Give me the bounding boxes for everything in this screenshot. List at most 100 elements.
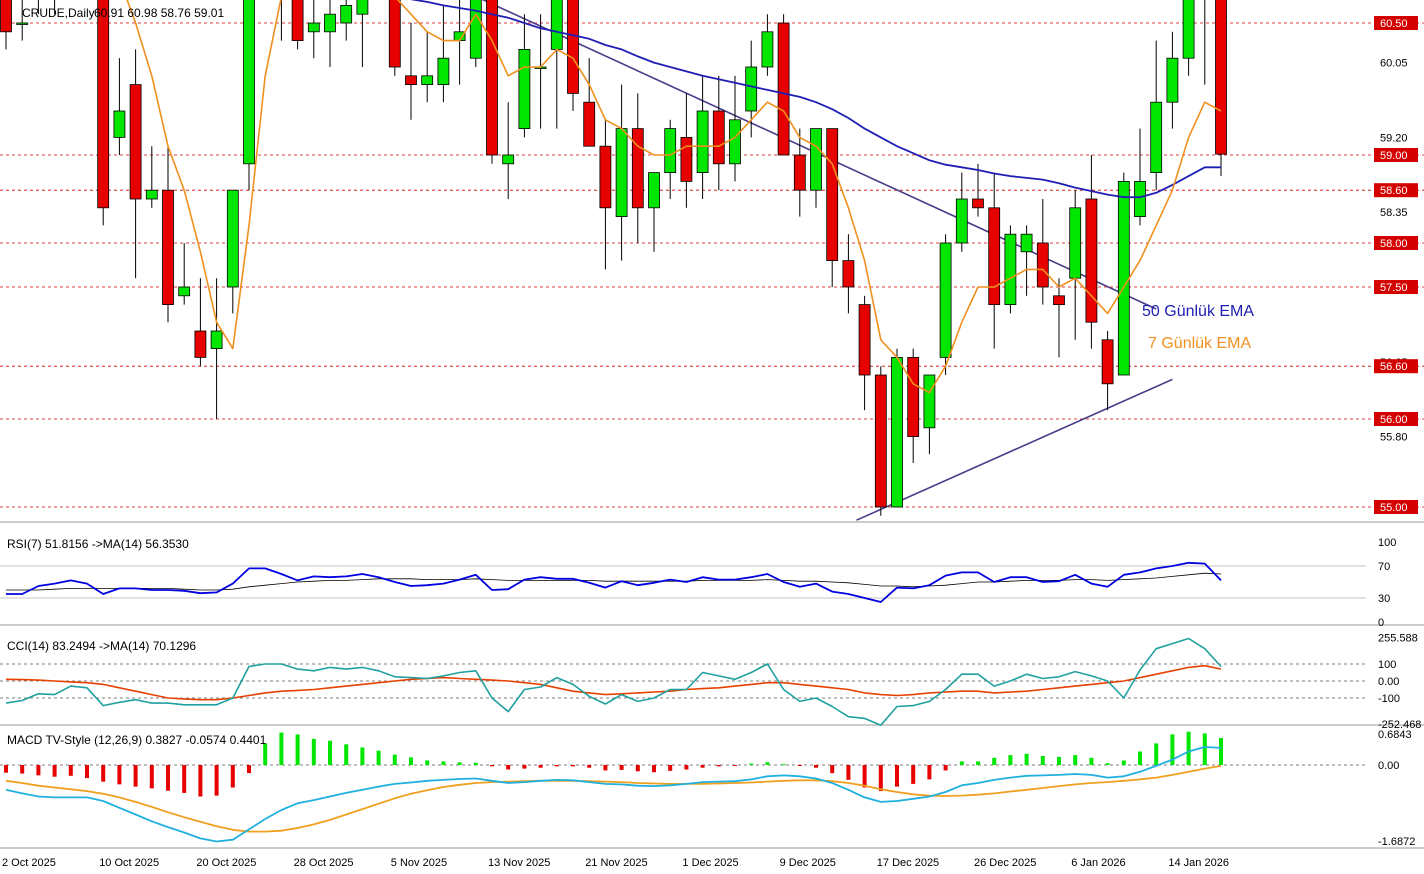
- macd-histogram-bar: [765, 762, 770, 765]
- bearish-candle: [712, 110, 725, 165]
- bearish-candle: [858, 304, 871, 376]
- rsi-title: RSI(7) 51.8156 ->MA(14) 56.3530: [7, 537, 189, 551]
- date-tick-label: 13 Nov 2025: [488, 857, 550, 869]
- rsi-tick-label: 0: [1378, 617, 1384, 629]
- bearish-candle: [291, 0, 304, 42]
- ohlc-readout: 60.91 60.98 58.76 59.01: [94, 6, 224, 20]
- bearish-candle: [793, 154, 806, 191]
- bullish-candle: [664, 128, 677, 174]
- macd-histogram-bar: [797, 765, 802, 766]
- macd-histogram-bar: [992, 757, 997, 765]
- macd-histogram-bar: [830, 765, 835, 774]
- bullish-candle: [1150, 101, 1163, 173]
- rsi-tick-label: 100: [1378, 537, 1396, 549]
- bullish-candle: [1117, 180, 1130, 376]
- macd-histogram-bar: [635, 765, 640, 772]
- ema50-annotation: 50 Günlük EMA: [1142, 303, 1254, 320]
- macd-histogram-bar: [344, 744, 349, 765]
- macd-histogram-bar: [700, 765, 705, 768]
- price-tick-label: 55.80: [1380, 432, 1408, 444]
- macd-histogram-bar: [1138, 751, 1142, 765]
- macd-histogram-bar: [1202, 733, 1207, 765]
- date-tick-label: 2 Oct 2025: [2, 857, 56, 869]
- macd-histogram-bar: [52, 765, 57, 777]
- price-pane[interactable]: 62.6061.7560.9060.0559.2058.3557.5056.65…: [0, 0, 1424, 523]
- cci-ma-line: [5, 664, 1222, 701]
- bearish-candle: [1101, 339, 1114, 385]
- bullish-candle: [16, 22, 29, 25]
- macd-histogram-bar: [441, 761, 446, 765]
- macd-histogram-bar: [68, 765, 73, 776]
- macd-histogram-bar: [1121, 760, 1126, 765]
- price-tick-label: 58.35: [1380, 207, 1408, 219]
- cci-pane[interactable]: 255.588 100 0.00 -100 -252.468: [0, 633, 1424, 731]
- level-price-tag: [1374, 500, 1418, 514]
- macd-histogram-bar: [506, 765, 511, 770]
- macd-histogram-bar: [1219, 738, 1223, 765]
- macd-histogram-bar: [781, 764, 786, 766]
- date-tick-label: 26 Dec 2025: [974, 857, 1036, 869]
- macd-histogram-bar: [392, 754, 397, 765]
- bullish-candle: [324, 13, 336, 33]
- macd-histogram-bar: [878, 765, 883, 792]
- macd-histogram-bar: [133, 765, 138, 787]
- macd-histogram-bar: [684, 765, 689, 770]
- bullish-candle: [307, 22, 320, 33]
- macd-histogram-bar: [619, 765, 624, 770]
- bearish-candle: [194, 330, 207, 358]
- bullish-candle: [518, 49, 531, 129]
- bearish-candle: [97, 0, 110, 209]
- date-tick-label: 28 Oct 2025: [294, 857, 354, 869]
- rsi-tick-label: 70: [1378, 561, 1390, 573]
- rsi-line: [6, 561, 1222, 603]
- macd-histogram-bar: [4, 765, 8, 773]
- bullish-candle: [810, 128, 822, 191]
- bearish-candle: [826, 128, 839, 262]
- macd-histogram-bar: [117, 765, 122, 785]
- bearish-candle: [972, 198, 984, 209]
- date-tick-label: 21 Nov 2025: [585, 857, 647, 869]
- bearish-candle: [1085, 198, 1098, 323]
- macd-histogram-bar: [1170, 734, 1175, 765]
- bullish-candle: [502, 154, 515, 165]
- macd-histogram-bar: [895, 765, 899, 787]
- cci-tick-label: 100: [1378, 659, 1396, 671]
- macd-histogram-bar: [360, 747, 365, 765]
- macd-histogram-bar: [538, 765, 543, 768]
- bullish-candle: [226, 189, 239, 288]
- cci-tick-label: 0.00: [1378, 676, 1399, 688]
- rsi-ma-line: [6, 572, 1222, 591]
- date-tick-label: 9 Dec 2025: [780, 857, 836, 869]
- trendline: [856, 378, 1173, 521]
- level-price-tag: [1374, 183, 1418, 198]
- macd-histogram-bar: [959, 761, 964, 765]
- bullish-candle: [1134, 180, 1146, 217]
- bullish-candle: [615, 128, 628, 218]
- level-price-tag: [1374, 412, 1418, 426]
- rsi-pane[interactable]: 100 70 30 0: [0, 537, 1424, 629]
- bearish-candle: [1036, 242, 1049, 288]
- bullish-candle: [939, 242, 952, 358]
- date-axis: 2 Oct 2025 10 Oct 2025 20 Oct 2025 28 Oct 2…: [2, 857, 1229, 869]
- macd-pane[interactable]: 0.6843 0.00 -1.6872: [0, 729, 1424, 849]
- ema7-line: [126, 0, 1222, 394]
- macd-histogram-bar: [166, 765, 170, 791]
- cci-tick-label: -252.468: [1378, 719, 1421, 731]
- bullish-candle: [469, 0, 482, 59]
- macd-histogram-bar: [571, 765, 575, 767]
- macd-histogram-bar: [182, 765, 187, 793]
- macd-histogram-bar: [1057, 756, 1061, 765]
- macd-histogram-bar: [814, 765, 818, 768]
- macd-tick-label: -1.6872: [1378, 836, 1415, 848]
- bullish-candle: [1020, 233, 1033, 253]
- cci-tick-label: -100: [1378, 693, 1400, 705]
- level-price-tag: [1374, 280, 1418, 294]
- bullish-candle: [696, 110, 709, 173]
- macd-histogram-bar: [1105, 763, 1110, 765]
- macd-histogram-bar: [328, 740, 332, 765]
- macd-histogram-bar: [716, 765, 721, 767]
- macd-histogram-bar: [376, 750, 381, 765]
- bullish-candle: [1166, 57, 1179, 103]
- bullish-candle: [891, 356, 903, 508]
